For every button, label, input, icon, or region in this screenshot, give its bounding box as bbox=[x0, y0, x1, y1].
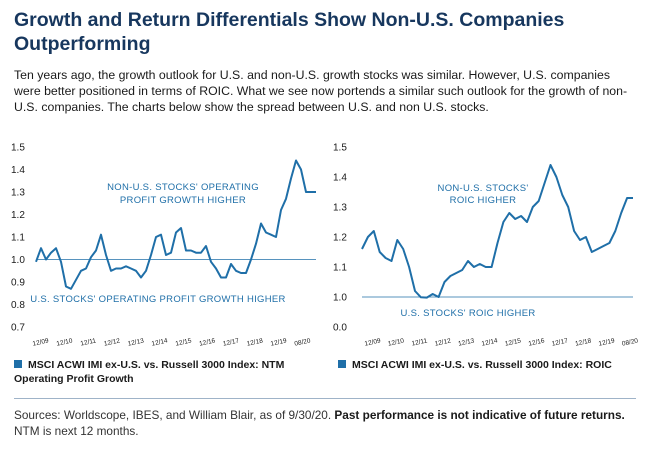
y-tick-label: 1.2 bbox=[333, 233, 347, 244]
sources-disclaimer: Past performance is not indicative of fu… bbox=[334, 408, 625, 422]
legend-left: MSCI ACWI IMI ex-U.S. vs. Russell 3000 I… bbox=[14, 358, 314, 386]
x-tick-label: 12/17 bbox=[222, 337, 240, 347]
sources-suffix: NTM is next 12 months. bbox=[14, 424, 139, 438]
y-tick-label: 1.1 bbox=[333, 263, 347, 274]
legend-left-label: MSCI ACWI IMI ex-U.S. vs. Russell 3000 I… bbox=[14, 359, 285, 385]
y-tick-label: 1.5 bbox=[11, 143, 25, 154]
y-tick-label: 1.3 bbox=[333, 203, 347, 214]
annotation-above: NON-U.S. STOCKS' OPERATING bbox=[107, 182, 259, 193]
x-tick-label: 12/14 bbox=[481, 337, 499, 347]
chart-operating-profit-growth: 1.5 1.4 1.3 1.2 1.1 1.0 0.9 0.8 0.7 12/09 12/10 12/… bbox=[11, 143, 316, 348]
annotation-below: U.S. STOCKS' OPERATING PROFIT GROWTH HIG… bbox=[30, 294, 285, 305]
x-tick-label: 12/10 bbox=[387, 337, 405, 347]
x-tick-label: 12/10 bbox=[56, 337, 74, 347]
y-tick-label: 1.4 bbox=[11, 165, 25, 176]
legend-right: MSCI ACWI IMI ex-U.S. vs. Russell 3000 I… bbox=[338, 358, 638, 372]
x-tick-label: 12/19 bbox=[598, 337, 616, 347]
x-tick-label: 12/11 bbox=[411, 337, 428, 347]
annotation-above: NON-U.S. STOCKS' bbox=[438, 183, 529, 194]
y-tick-label: 1.5 bbox=[333, 143, 347, 154]
y-tick-label: 1.2 bbox=[11, 210, 25, 221]
x-tick-label: 12/09 bbox=[364, 337, 382, 347]
legend-swatch bbox=[338, 360, 346, 368]
y-tick-label: 0.7 bbox=[11, 323, 25, 334]
x-tick-label: 12/19 bbox=[270, 337, 288, 347]
x-tick-label: 12/13 bbox=[458, 337, 476, 347]
x-tick-label: 12/16 bbox=[199, 337, 217, 347]
series-line bbox=[35, 159, 316, 290]
x-tick-label: 12/15 bbox=[504, 337, 522, 347]
y-tick-label: 1.0 bbox=[11, 255, 25, 266]
x-tick-label: 12/09 bbox=[32, 337, 50, 347]
y-tick-label: 1.4 bbox=[333, 173, 347, 184]
y-tick-label: 1.3 bbox=[11, 188, 25, 199]
legend-right-label: MSCI ACWI IMI ex-U.S. vs. Russell 3000 I… bbox=[352, 359, 612, 371]
sources-note: Sources: Worldscope, IBES, and William B… bbox=[14, 407, 636, 439]
series-line bbox=[361, 164, 633, 299]
divider bbox=[14, 398, 636, 399]
annotation-above: ROIC HIGHER bbox=[450, 195, 517, 206]
y-tick-label: 0.0 bbox=[333, 323, 347, 334]
x-tick-label: 12/12 bbox=[103, 337, 121, 347]
x-tick-label: 08/20 bbox=[294, 337, 312, 347]
x-tick-label: 12/18 bbox=[575, 337, 593, 347]
y-tick-label: 0.8 bbox=[11, 300, 25, 311]
chart-roic: 1.5 1.4 1.3 1.2 1.1 1.0 0.0 12/09 12/10 12/11 12/1… bbox=[333, 143, 639, 348]
sources-prefix: Sources: Worldscope, IBES, and William B… bbox=[14, 408, 332, 422]
intro-paragraph: Ten years ago, the growth outlook for U.… bbox=[14, 68, 628, 114]
x-tick-label: 12/12 bbox=[434, 337, 452, 347]
x-tick-label: 12/11 bbox=[80, 337, 97, 347]
x-tick-label: 12/17 bbox=[551, 337, 569, 347]
x-tick-label: 12/14 bbox=[151, 337, 169, 347]
x-tick-label: 12/15 bbox=[175, 337, 193, 347]
legend-swatch bbox=[14, 360, 22, 368]
x-tick-label: 12/13 bbox=[127, 337, 145, 347]
annotation-below: U.S. STOCKS' ROIC HIGHER bbox=[401, 308, 536, 319]
page-title: Growth and Return Differentials Show Non… bbox=[14, 9, 565, 55]
y-tick-label: 1.0 bbox=[333, 293, 347, 304]
x-tick-label: 12/16 bbox=[528, 337, 546, 347]
annotation-above: PROFIT GROWTH HIGHER bbox=[120, 195, 246, 206]
y-tick-label: 0.9 bbox=[11, 278, 25, 289]
x-tick-label: 12/18 bbox=[246, 337, 264, 347]
y-tick-label: 1.1 bbox=[11, 233, 25, 244]
x-tick-label: 08/20 bbox=[621, 337, 639, 347]
